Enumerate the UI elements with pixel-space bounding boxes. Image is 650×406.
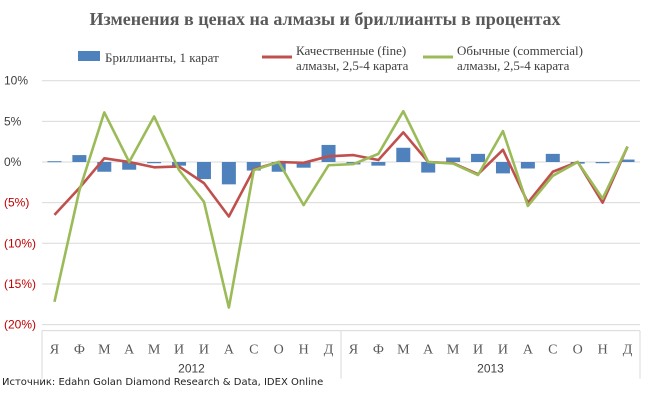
x-tick-label: Я: [349, 343, 358, 358]
x-tick-label: М: [148, 343, 161, 358]
y-tick-label: 0%: [4, 155, 22, 169]
bar: [371, 162, 386, 166]
y-tick-label: 10%: [4, 74, 28, 88]
legend: [78, 51, 453, 61]
x-tick-label: М: [98, 343, 111, 358]
bar: [421, 162, 436, 173]
x-tick-label: Н: [598, 343, 608, 358]
x-tick-label: М: [397, 343, 410, 358]
legend-line: алмазы, 2,5-4 карата: [296, 58, 409, 73]
bar: [471, 153, 486, 162]
chart-title: Изменения в ценах на алмазы и бриллианты…: [89, 9, 561, 29]
bar: [97, 162, 112, 172]
bar: [72, 155, 87, 162]
x-tick-label: А: [423, 343, 434, 358]
legend-swatch-bars: [78, 51, 100, 61]
year-label: 2012: [178, 362, 205, 376]
x-tick-label: Ф: [74, 343, 85, 358]
year-label: 2013: [477, 362, 504, 376]
legend-line: Обычные (commercial): [457, 43, 584, 58]
series-line-2: [53, 109, 629, 309]
x-tick-label: И: [199, 343, 209, 358]
y-tick-label: 5%: [4, 114, 22, 128]
bar: [122, 162, 137, 170]
x-tick-label: О: [274, 343, 284, 358]
bar: [545, 153, 560, 162]
legend-label-commercial: Обычные (commercial) алмазы, 2,5-4 карат…: [457, 43, 583, 73]
source-note: Источник: Edahn Golan Diamond Research &…: [2, 377, 324, 388]
bar: [147, 162, 162, 164]
bar: [221, 162, 236, 185]
bar: [271, 162, 286, 172]
x-tick-label: Я: [50, 343, 59, 358]
bar: [47, 161, 62, 163]
bar: [446, 157, 461, 162]
x-tick-label: Н: [299, 343, 309, 358]
bar: [620, 159, 635, 162]
y-tick-label: (20%): [4, 318, 36, 332]
bar: [172, 162, 187, 166]
x-tick-label: Д: [324, 343, 334, 358]
bar: [321, 144, 336, 162]
bar: [520, 162, 535, 169]
legend-line: алмазы, 2,5-4 карата: [457, 58, 570, 73]
bar: [595, 162, 610, 164]
y-tick-label: (10%): [4, 236, 36, 250]
x-tick-label: М: [447, 343, 460, 358]
legend-label-fine: Качественные (fine) алмазы, 2,5-4 карата: [296, 43, 408, 73]
bar: [246, 162, 261, 171]
x-tick-label: А: [224, 343, 235, 358]
bar: [495, 162, 510, 174]
y-tick-label: (15%): [4, 277, 36, 291]
x-tick-label: А: [124, 343, 135, 358]
x-tick-label: Д: [623, 343, 633, 358]
bar: [296, 162, 311, 168]
x-tick-label: С: [249, 343, 258, 358]
bar: [196, 162, 211, 180]
legend-label-bars: Бриллианты, 1 карат: [105, 50, 219, 65]
y-tick-label: (5%): [4, 196, 29, 210]
bar: [396, 147, 411, 162]
series-line-1: [53, 131, 629, 218]
x-tick-label: И: [473, 343, 483, 358]
x-tick-label: А: [523, 343, 534, 358]
x-tick-label: Ф: [373, 343, 384, 358]
x-tick-label: С: [548, 343, 557, 358]
x-tick-label: О: [573, 343, 583, 358]
legend-line: Качественные (fine): [296, 43, 407, 58]
x-tick-label: И: [174, 343, 184, 358]
x-tick-label: И: [498, 343, 508, 358]
